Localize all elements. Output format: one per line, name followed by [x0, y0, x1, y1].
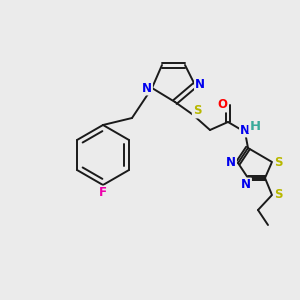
Text: S: S: [193, 104, 201, 118]
Text: N: N: [240, 124, 250, 136]
Text: N: N: [241, 178, 251, 191]
Text: S: S: [274, 155, 282, 169]
Text: F: F: [99, 187, 107, 200]
Text: O: O: [217, 98, 227, 112]
Text: N: N: [195, 79, 205, 92]
Text: N: N: [226, 157, 236, 169]
Text: N: N: [142, 82, 152, 94]
Text: S: S: [274, 188, 282, 202]
Text: H: H: [249, 119, 261, 133]
